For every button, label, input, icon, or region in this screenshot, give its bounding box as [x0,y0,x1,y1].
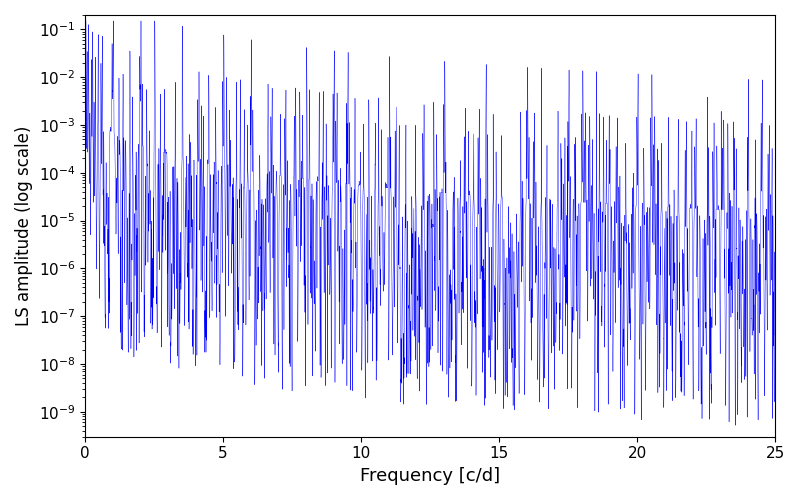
Y-axis label: LS amplitude (log scale): LS amplitude (log scale) [15,126,33,326]
X-axis label: Frequency [c/d]: Frequency [c/d] [360,467,500,485]
